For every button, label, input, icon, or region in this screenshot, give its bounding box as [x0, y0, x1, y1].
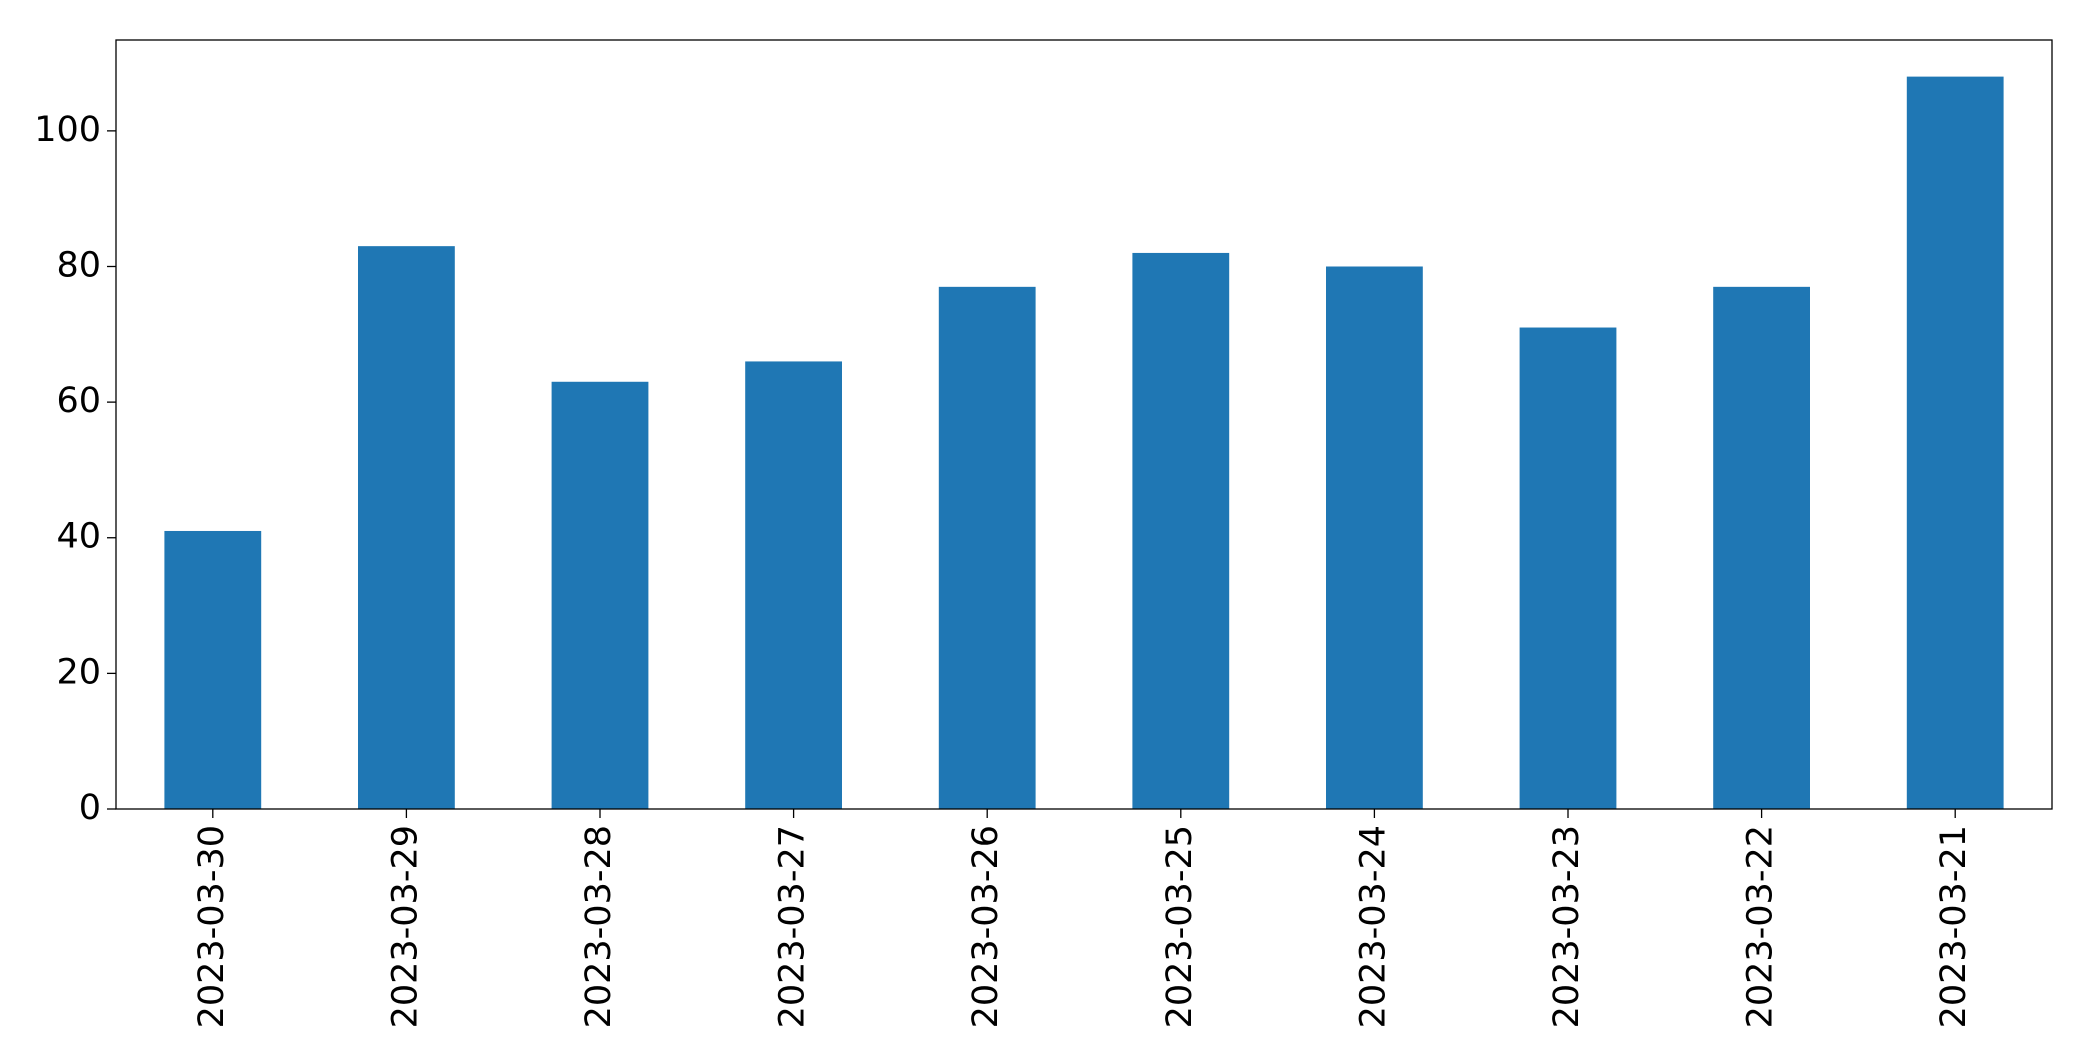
bar	[1906, 76, 2004, 810]
bar	[745, 361, 842, 809]
y-tick-label: 80	[56, 245, 101, 285]
y-tick-label: 100	[34, 110, 101, 150]
y-tick-label: 40	[56, 517, 101, 557]
x-tick-label: 2023-03-28	[579, 825, 619, 1028]
x-tick-label: 2023-03-25	[1160, 825, 1200, 1028]
bar	[551, 381, 649, 809]
y-tick-label: 20	[56, 652, 101, 692]
x-tick-label: 2023-03-30	[192, 825, 232, 1028]
x-tick-label: 2023-03-29	[385, 825, 425, 1028]
bar	[1519, 327, 1617, 809]
y-tick-label: 0	[79, 788, 101, 828]
x-tick-label: 2023-03-23	[1547, 825, 1587, 1028]
bar	[164, 530, 262, 809]
x-tick-label: 2023-03-24	[1353, 825, 1393, 1028]
plot-frame	[115, 39, 2053, 810]
x-tick-label: 2023-03-27	[773, 825, 813, 1028]
bar	[358, 246, 455, 809]
x-tick-label: 2023-03-26	[966, 825, 1006, 1028]
x-tick-label: 2023-03-22	[1741, 825, 1781, 1028]
bar	[1326, 266, 1423, 809]
bar	[1132, 252, 1230, 809]
bar	[938, 286, 1036, 810]
x-tick-label: 2023-03-21	[1934, 825, 1974, 1028]
y-tick-label: 60	[56, 381, 101, 421]
bar	[1713, 286, 1810, 810]
